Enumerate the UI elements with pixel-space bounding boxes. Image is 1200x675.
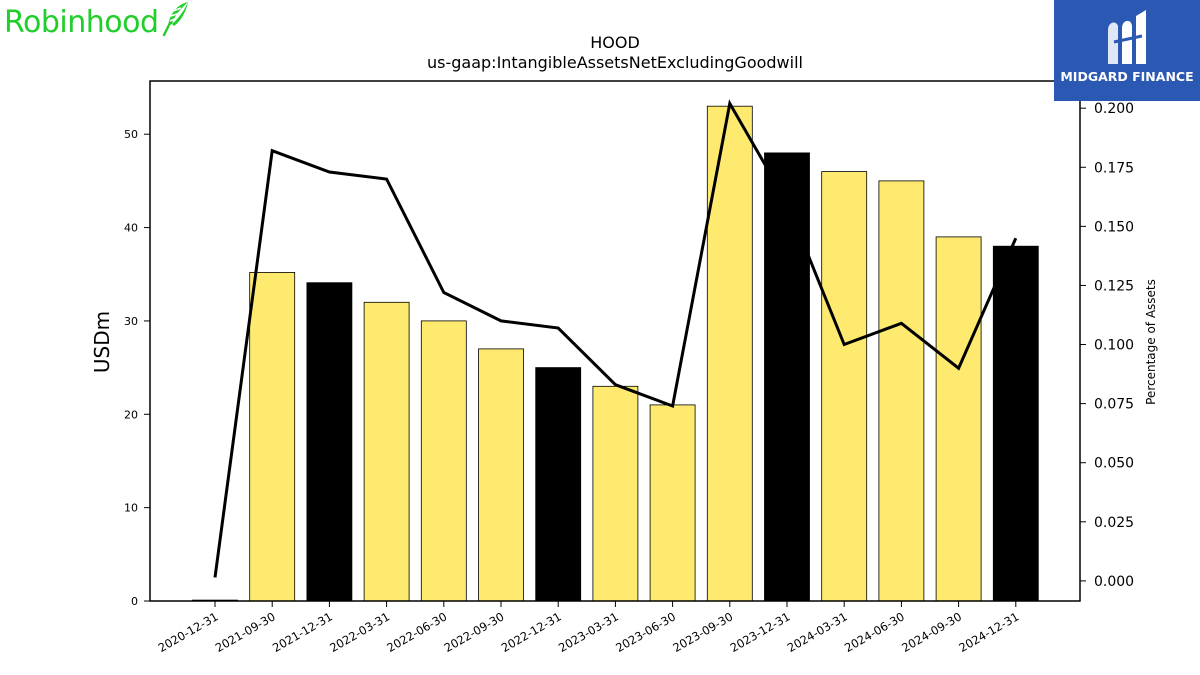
right-tick-label: 0.150 (1094, 219, 1134, 235)
bar (249, 271, 296, 602)
x-tick-label: 2024-12-31 (956, 609, 1021, 655)
midgard-finance-badge: MIDGARD FINANCE (1054, 0, 1200, 101)
left-tick-label: 20 (124, 408, 138, 421)
x-tick-label: 2020-12-31 (156, 609, 221, 655)
x-tick-label: 2022-03-31 (327, 609, 392, 655)
bar-series (192, 105, 1039, 602)
chart-subtitle: us-gaap:IntangibleAssetsNetExcludingGood… (427, 53, 803, 72)
left-tick-label: 0 (131, 595, 138, 608)
right-tick-label: 0.000 (1094, 574, 1134, 590)
x-tick-label: 2023-06-30 (613, 609, 678, 655)
right-tick-label: 0.075 (1094, 397, 1134, 413)
right-tick-label: 0.125 (1094, 278, 1134, 294)
x-tick-label: 2022-12-31 (499, 609, 564, 655)
x-tick-label: 2022-09-30 (442, 609, 507, 655)
x-tick-label: 2021-12-31 (270, 609, 335, 655)
x-tick-label: 2022-06-30 (384, 609, 449, 655)
y2-axis-label: Percentage of Assets (1144, 279, 1158, 405)
bar (363, 301, 410, 602)
right-tick-label: 0.050 (1094, 456, 1134, 472)
x-tick-label: 2023-09-30 (670, 609, 735, 655)
brand-name: Robinhood (4, 4, 159, 40)
y-axis-label: USDm (90, 311, 114, 373)
right-tick-label: 0.100 (1094, 338, 1134, 354)
badge-label: MIDGARD FINANCE (1060, 69, 1194, 84)
bar (649, 404, 696, 602)
x-tick-label: 2023-12-31 (728, 609, 793, 655)
right-tick-label: 0.200 (1094, 101, 1134, 117)
robinhood-logo: Robinhood (4, 2, 191, 42)
bar (821, 171, 868, 602)
x-tick-label: 2021-09-30 (213, 609, 278, 655)
x-tick-label: 2024-06-30 (842, 609, 907, 655)
line-series (213, 99, 1018, 578)
bar (935, 236, 982, 602)
bar (592, 385, 639, 602)
bar (764, 152, 810, 602)
left-tick-label: 30 (124, 315, 138, 328)
x-axis: 2020-12-312021-09-302021-12-312022-03-31… (156, 601, 1021, 655)
percentage-line (213, 99, 1018, 578)
chart-title: HOOD (590, 33, 640, 52)
bar (992, 245, 1039, 602)
bar (878, 180, 925, 602)
bar (535, 367, 582, 602)
x-tick-label: 2023-03-31 (556, 609, 621, 655)
bar (478, 348, 524, 602)
left-axis: 0 10 20 30 40 50 (124, 128, 150, 608)
left-tick-label: 50 (124, 128, 138, 141)
x-tick-label: 2024-03-31 (785, 609, 850, 655)
midgard-logo-icon (1108, 10, 1146, 64)
left-tick-label: 10 (124, 502, 138, 515)
bar (420, 320, 467, 602)
feather-icon (161, 0, 191, 42)
right-tick-label: 0.175 (1094, 160, 1134, 176)
bar (306, 282, 353, 602)
right-tick-label: 0.025 (1094, 515, 1134, 531)
left-tick-label: 40 (124, 222, 138, 235)
right-axis: 0.000 0.025 0.050 0.075 0.100 0.125 0.150 0.175… (1080, 101, 1134, 590)
x-tick-label: 2024-09-30 (899, 609, 964, 655)
